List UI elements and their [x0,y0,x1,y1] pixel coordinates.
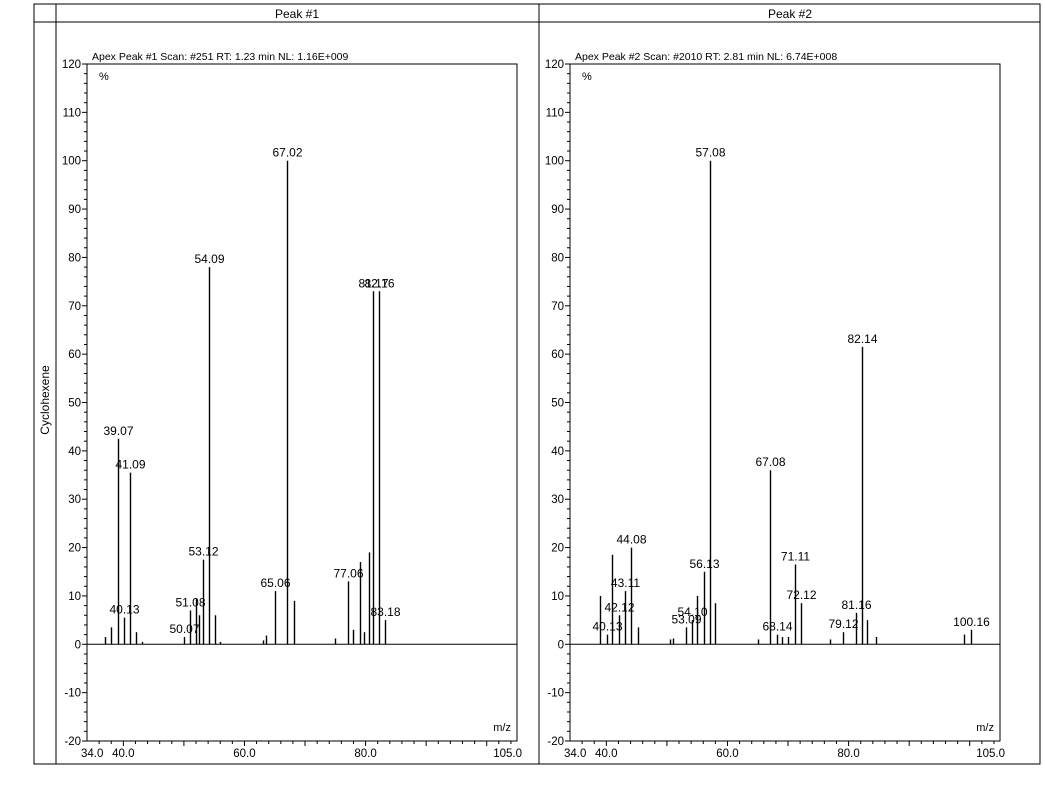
x-tick-label: 40.0 [595,748,617,760]
y-tick-label: 50 [551,398,564,410]
peak-label: 57.08 [695,146,725,160]
peak-label: 77.06 [333,566,363,580]
peak-label: 42.12 [604,600,634,614]
peak-label: 53.12 [188,545,218,559]
chart-title: Apex Peak #1 Scan: #251 RT: 1.23 min NL:… [92,51,349,63]
peak-label: 67.02 [272,146,302,160]
y-tick-label: 120 [545,59,564,71]
peak-label: 72.12 [786,588,816,602]
peak-label: 39.07 [103,424,133,438]
y-tick-label: 30 [551,494,564,506]
x-tick-label: 105.0 [493,748,522,760]
peak-label: 83.18 [370,605,400,619]
x-tick-label: 105.0 [976,748,1005,760]
peak-label: 40.13 [592,620,622,634]
peak-label: 100.16 [953,615,990,629]
y-tick-label: -10 [64,688,81,700]
y-tick-label: 90 [551,204,564,216]
y-tick-label: 0 [558,639,564,651]
peak-label: 43.11 [611,576,640,590]
peak-label: 79.12 [828,617,858,631]
peak-label: 41.09 [115,458,145,472]
y-tick-label: 10 [68,591,81,603]
y-tick-label: 70 [551,301,564,313]
chart-panel-peak2: Apex Peak #2 Scan: #2010 RT: 2.81 min NL… [545,51,1005,760]
peak-label: 71.11 [781,549,810,563]
x-tick-label: 60.0 [716,748,738,760]
peak-label: 81.17 [358,276,388,290]
y-axis-label: % [582,71,592,83]
y-tick-label: 60 [68,349,81,361]
y-tick-label: -20 [64,736,81,748]
peak-label: 68.14 [762,620,792,634]
y-tick-label: -10 [547,688,564,700]
peak-label: 54.09 [194,252,224,266]
y-axis-label: % [99,71,109,83]
y-tick-label: 60 [551,349,564,361]
y-tick-label: 20 [68,543,81,555]
y-tick-label: 40 [551,446,564,458]
y-tick-label: 100 [62,156,81,168]
y-tick-label: 70 [68,301,81,313]
chart-title: Apex Peak #2 Scan: #2010 RT: 2.81 min NL… [575,51,837,63]
peak-label: 65.06 [260,576,290,590]
y-tick-label: -20 [547,736,564,748]
y-tick-label: 110 [63,107,81,119]
peak-label: 82.16 [364,276,394,290]
y-tick-label: 110 [546,107,564,119]
y-tick-label: 20 [551,543,564,555]
chart-panel-peak1: Apex Peak #1 Scan: #251 RT: 1.23 min NL:… [62,51,522,760]
y-tick-label: 80 [551,252,564,264]
x-tick-label: 80.0 [354,748,376,760]
peak-label: 50.07 [169,622,199,636]
row-label: Cyclohexene [38,365,52,435]
x-tick-label: 40.0 [112,748,134,760]
y-tick-label: 10 [551,591,564,603]
x-axis-label: m/z [493,722,511,734]
y-tick-label: 90 [68,204,81,216]
peak-label: 82.14 [847,332,877,346]
y-tick-label: 30 [68,494,81,506]
peak-label: 54.10 [677,605,707,619]
y-tick-label: 40 [68,446,81,458]
peak-label: 40.13 [109,603,139,617]
outer-frame [33,3,1041,765]
peak-label: 53.09 [671,612,701,626]
peak-label: 44.08 [616,533,646,547]
panel-title-peak1: Peak #1 [275,7,319,21]
peak-label: 81.16 [841,598,871,612]
panel-title-peak2: Peak #2 [768,7,812,21]
y-tick-label: 0 [75,639,81,651]
y-tick-label: 50 [68,398,81,410]
y-tick-label: 100 [545,156,564,168]
x-axis-label: m/z [976,722,994,734]
x-tick-label: 34.0 [564,748,586,760]
peak-label: 56.13 [689,557,719,571]
peak-label: 51.08 [175,595,205,609]
x-tick-label: 60.0 [233,748,255,760]
x-tick-label: 34.0 [81,748,103,760]
peak-label: 67.08 [755,455,785,469]
y-tick-label: 120 [62,59,81,71]
y-tick-label: 80 [68,252,81,264]
x-tick-label: 80.0 [837,748,859,760]
